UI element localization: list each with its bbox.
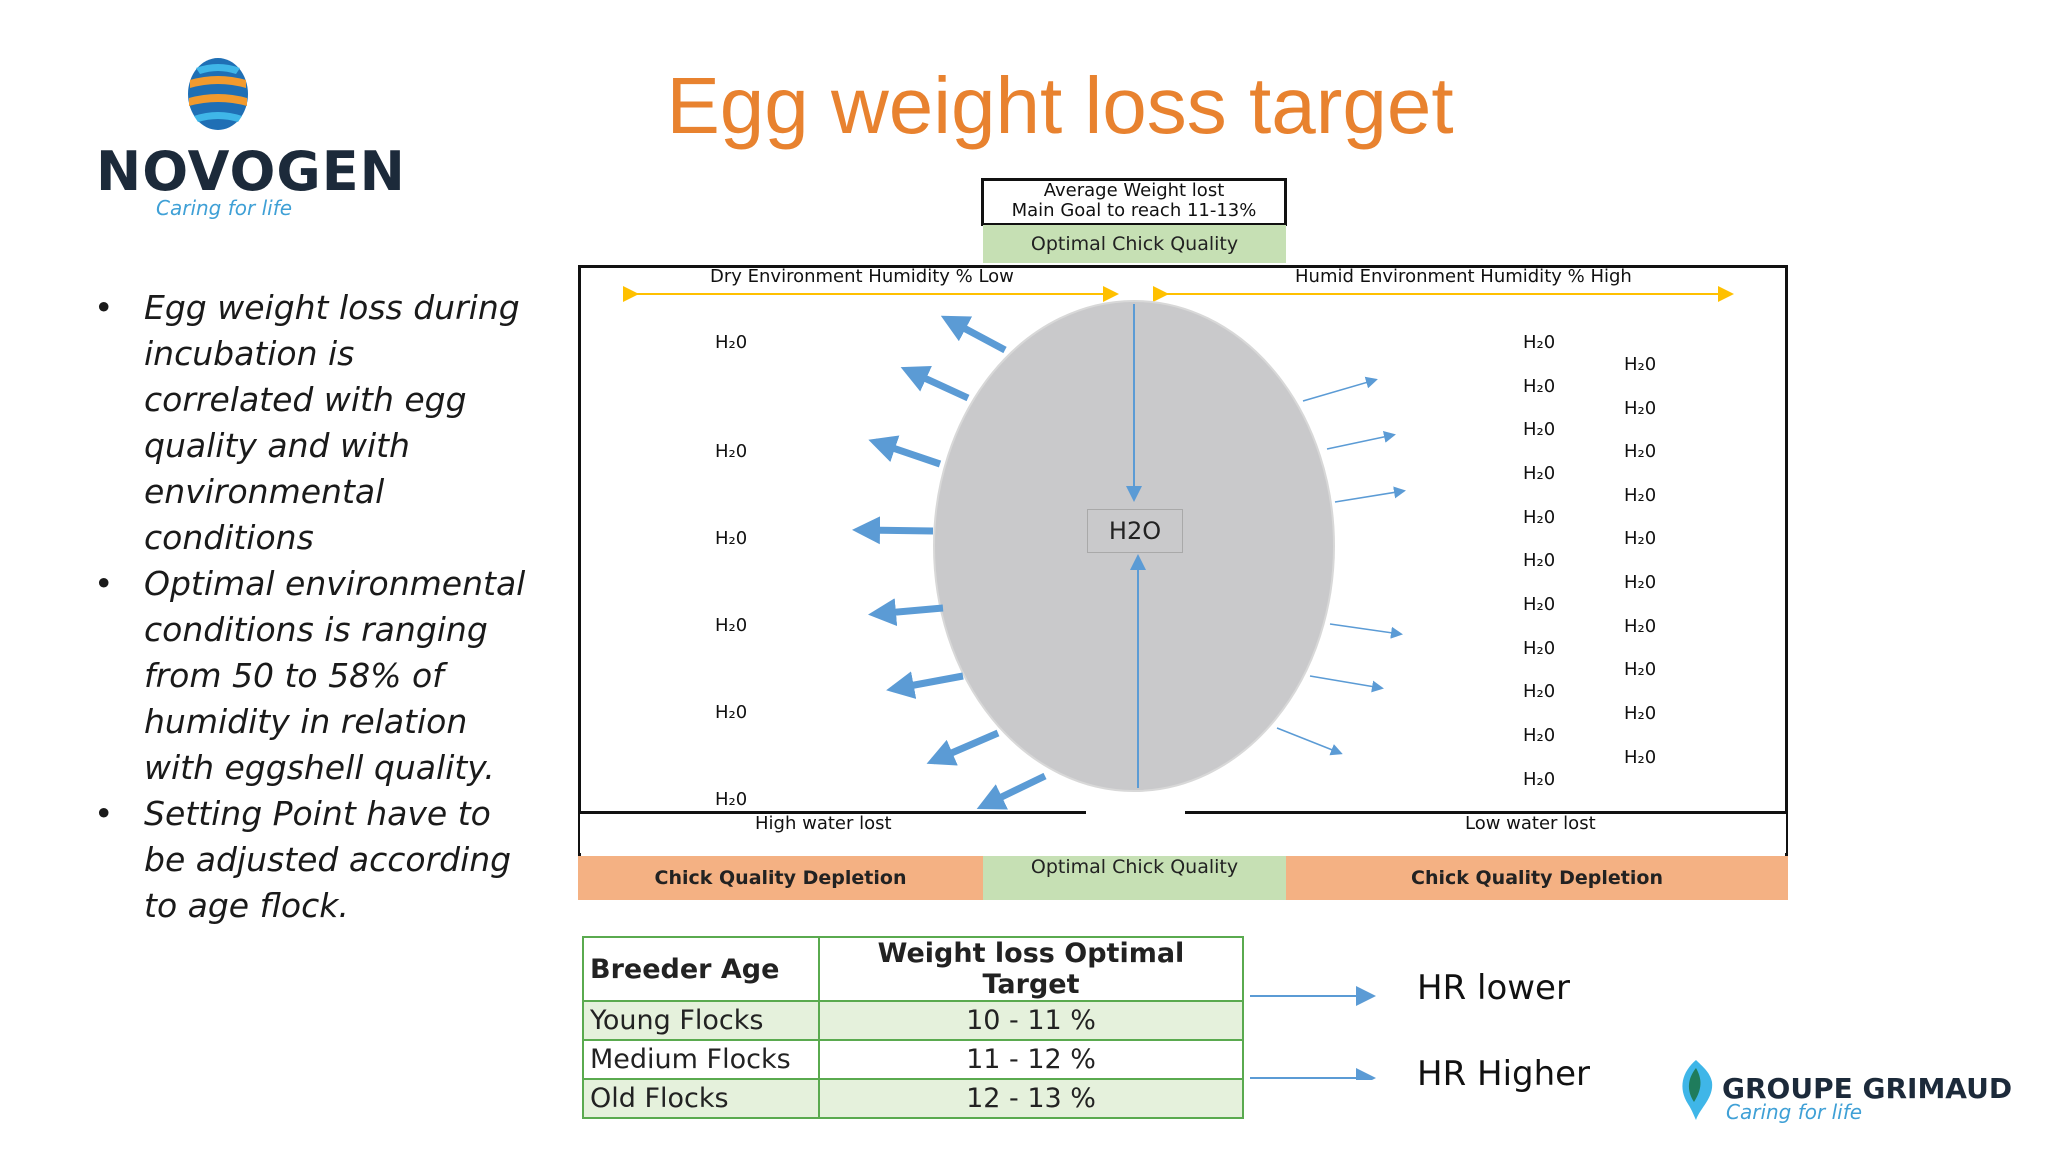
left-arrow-5	[868, 598, 944, 627]
right-water-label: H₂0	[1523, 550, 1556, 571]
slide-title: Egg weight loss target	[666, 61, 1454, 150]
right-water-label: H₂0	[1624, 441, 1657, 462]
high-loss-line	[578, 811, 1086, 814]
left-water-label: H₂0	[715, 702, 748, 723]
right-water-label: H₂0	[1523, 463, 1556, 484]
left-water-label: H₂0	[715, 528, 748, 549]
right-water-label: H₂0	[1624, 354, 1657, 375]
right-water-label: H₂0	[1523, 419, 1556, 440]
novogen-globe-icon	[188, 58, 248, 130]
hr-higher-label: HR Higher	[1417, 1054, 1591, 1094]
right-water-label: H₂0	[1624, 398, 1657, 419]
right-water-label: H₂0	[1523, 681, 1556, 702]
right-water-label: H₂0	[1624, 528, 1657, 549]
right-water-label: H₂0	[1523, 507, 1556, 528]
right-water-label: H₂0	[1624, 659, 1657, 680]
low-water-lost-label: Low water lost	[1465, 813, 1596, 834]
table-header: Weight loss Optimal Target	[818, 936, 1244, 1002]
hr-lower-label: HR lower	[1417, 968, 1570, 1008]
right-arrow-2	[1326, 430, 1396, 450]
left-water-label: H₂0	[715, 789, 748, 810]
right-arrow-1	[1302, 376, 1378, 402]
dry-environment-label: Dry Environment Humidity % Low	[710, 266, 1014, 287]
breeder-age-table: Breeder Age Weight loss Optimal Target Y…	[582, 936, 1244, 1119]
left-water-label: H₂0	[715, 332, 748, 353]
humid-environment-label: Humid Environment Humidity % High	[1295, 266, 1632, 287]
egg-h2o-label: H2O	[1087, 509, 1183, 553]
right-water-label: H₂0	[1624, 747, 1657, 768]
right-water-label: H₂0	[1624, 616, 1657, 637]
right-water-label: H₂0	[1523, 332, 1556, 353]
right-water-label: H₂0	[1624, 485, 1657, 506]
bullet-item: Egg weight loss during incubation is cor…	[90, 285, 530, 561]
bottom-depletion-left: Chick Quality Depletion	[578, 856, 983, 900]
left-water-label: H₂0	[715, 441, 748, 462]
left-arrow-8	[976, 772, 1047, 810]
average-weight-box: Average Weight lost Main Goal to reach 1…	[981, 178, 1287, 226]
right-water-label: H₂0	[1523, 725, 1556, 746]
left-arrow-6	[886, 671, 964, 699]
average-weight-line2: Main Goal to reach 11-13%	[1011, 200, 1257, 221]
bullet-item: Optimal environmental conditions is rang…	[90, 561, 530, 791]
left-water-label: H₂0	[715, 615, 748, 636]
average-weight-line1: Average Weight lost	[1043, 180, 1225, 201]
table-row: Old Flocks 12 - 13 %	[582, 1078, 1244, 1119]
right-arrow-3	[1334, 486, 1406, 503]
novogen-logo-text: NOVOGEN	[96, 140, 406, 203]
right-arrow-4	[1329, 623, 1403, 639]
table-header-row: Breeder Age Weight loss Optimal Target	[582, 936, 1244, 1002]
bullet-item: Setting Point have to be adjusted accord…	[90, 791, 530, 929]
table-cell: 12 - 13 %	[818, 1078, 1244, 1119]
table-cell: 11 - 12 %	[818, 1039, 1244, 1080]
left-arrow-1	[940, 315, 1007, 354]
right-water-label: H₂0	[1523, 769, 1556, 790]
right-water-label: H₂0	[1523, 376, 1556, 397]
groupe-grimaud-tagline: Caring for life	[1726, 1100, 1863, 1124]
table-header: Breeder Age	[582, 936, 820, 1002]
right-water-label: H₂0	[1523, 594, 1556, 615]
high-water-lost-label: High water lost	[755, 813, 892, 834]
top-optimal-quality-bar: Optimal Chick Quality	[983, 225, 1286, 263]
left-arrow-4	[852, 516, 934, 545]
low-loss-line	[1185, 811, 1788, 814]
table-row: Medium Flocks 11 - 12 %	[582, 1039, 1244, 1080]
table-cell: Medium Flocks	[582, 1039, 820, 1080]
left-arrow-7	[926, 729, 1000, 766]
table-cell: Old Flocks	[582, 1078, 820, 1119]
right-arrow-5	[1309, 675, 1384, 693]
left-arrow-3	[868, 435, 942, 468]
right-water-label: H₂0	[1523, 638, 1556, 659]
table-cell: Young Flocks	[582, 1000, 820, 1041]
groupe-grimaud-logo-text: GROUPE GRIMAUD	[1722, 1072, 2013, 1105]
hr-arrows	[1250, 986, 1376, 1080]
table-cell: 10 - 11 %	[818, 1000, 1244, 1041]
weight-loss-diagram: Average Weight lost Main Goal to reach 1…	[575, 176, 1793, 902]
right-water-label: H₂0	[1624, 572, 1657, 593]
bottom-white-strip	[580, 813, 1786, 853]
bottom-optimal-quality: Optimal Chick Quality	[983, 856, 1286, 900]
diagram-graphics	[623, 286, 1734, 810]
groupe-grimaud-logo-icon	[1682, 1060, 1713, 1120]
right-arrow-6	[1276, 727, 1343, 756]
bullet-list: Egg weight loss during incubation is cor…	[90, 285, 530, 929]
left-arrow-2	[900, 366, 970, 402]
table-row: Young Flocks 10 - 11 %	[582, 1000, 1244, 1041]
bottom-depletion-right: Chick Quality Depletion	[1286, 856, 1788, 900]
novogen-tagline: Caring for life	[156, 196, 293, 220]
right-water-label: H₂0	[1624, 703, 1657, 724]
